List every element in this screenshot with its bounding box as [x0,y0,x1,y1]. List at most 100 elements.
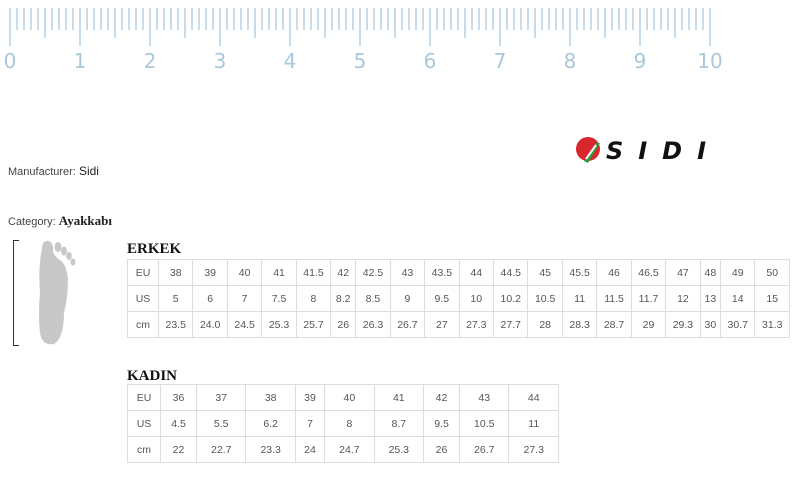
size-cell: 39 [294,384,326,411]
size-cell: 42 [423,384,461,411]
size-cell: 42.5 [355,259,391,286]
category-label: Category: [8,216,56,228]
size-cell: 43.5 [424,259,460,286]
table-row: US 5 6 7 7.5 8 8.2 8.5 9 9.5 10 10.2 10.5 11 11.5 11.7 1… [127,285,790,312]
size-cell: 4.5 [160,410,197,437]
size-cell: 5.5 [195,410,247,437]
size-cell: 13 [699,285,722,312]
size-cell: 24.0 [192,311,228,338]
size-cell: 27 [424,311,460,338]
size-cell: 10 [458,285,495,312]
size-cell: 50 [754,259,790,286]
size-cell: 38 [245,384,296,411]
size-cell: 9 [389,285,426,312]
size-cell: 26.7 [459,436,510,463]
size-cell: 11.5 [596,285,632,312]
category-value: Ayakkabı [58,213,112,228]
size-cell: 7.5 [261,285,297,312]
size-cell: 46.5 [630,259,667,286]
row-header: US [127,285,159,312]
size-cell: 31.3 [754,311,790,338]
size-cell: 26 [330,311,357,338]
size-cell: 24 [294,436,326,463]
size-cell: 28.7 [596,311,632,338]
size-cell: 40 [324,384,375,411]
ruler-label: 9 [634,49,647,73]
size-cell: 44 [458,259,495,286]
size-cell: 43 [389,259,426,286]
size-cell: 8.2 [330,285,357,312]
size-cell: 23.3 [245,436,296,463]
size-cell: 25.7 [295,311,332,338]
size-cell: 25.3 [373,436,425,463]
table-row: US 4.5 5.5 6.2 7 8 8.7 9.5 10.5 11 [127,410,559,437]
table-row: EU 38 39 40 41 41.5 42 42.5 43 43.5 44 44.5 45 45.5 46… [127,259,790,286]
size-cell: 9.5 [423,410,461,437]
size-cell: 39 [192,259,228,286]
table-row: EU 36 37 38 39 40 41 42 43 44 [127,384,559,411]
size-cell: 6 [192,285,228,312]
size-cell: 49 [720,259,756,286]
row-header: EU [127,259,159,286]
size-cell: 26 [423,436,461,463]
ruler-label: 3 [214,49,227,73]
size-cell: 26.7 [389,311,426,338]
size-cell: 7 [226,285,263,312]
size-cell: 37 [195,384,247,411]
size-cell: 8.5 [355,285,391,312]
svg-text:SIDI: SIDI [606,137,706,165]
manufacturer-line: Manufacturer: Sidi [8,164,99,178]
men-title: ERKEK [127,241,182,257]
ruler-label: 10 [697,49,722,73]
size-cell: 43 [459,384,510,411]
size-cell: 48 [699,259,722,286]
category-line: Category: Ayakkabı [8,213,112,229]
ruler-label: 2 [144,49,157,73]
size-cell: 11 [561,285,598,312]
row-header: US [127,410,161,437]
foot-icon [39,240,76,345]
size-cell: 45 [527,259,563,286]
length-bracket [13,240,19,346]
women-title: KADIN [127,368,178,384]
ruler-label: 5 [354,49,367,73]
size-cell: 41.5 [295,259,332,286]
ruler-label: 1 [74,49,87,73]
size-cell: 10.5 [459,410,510,437]
size-cell: 40 [226,259,263,286]
ruler: 0 1 2 3 4 5 6 7 8 9 10 [4,8,723,73]
size-cell: 28 [527,311,563,338]
men-size-table: EU 38 39 40 41 41.5 42 42.5 43 43.5 44 44.5 45 45.5 46… [127,259,790,338]
size-cell: 7 [294,410,326,437]
size-cell: 8 [324,410,375,437]
size-cell: 36 [160,384,197,411]
size-cell: 29 [630,311,667,338]
size-cell: 29.3 [665,311,701,338]
size-cell: 8.7 [373,410,425,437]
sidi-logo: SIDI [576,137,706,165]
size-cell: 44 [508,384,559,411]
manufacturer-label: Manufacturer: [8,166,76,178]
women-size-table: EU 36 37 38 39 40 41 42 43 44 US 4.5 5.5 6.2 7 8 8.7 9.5 1… [127,384,559,463]
size-cell: 42 [330,259,357,286]
ruler-label: 8 [564,49,577,73]
manufacturer-value: Sidi [78,164,99,178]
size-cell: 45.5 [561,259,598,286]
table-row: cm 22 22.7 23.3 24 24.7 25.3 26 26.7 27.3 [127,436,559,463]
size-cell: 24.7 [324,436,375,463]
ruler-label: 6 [424,49,437,73]
size-cell: 11 [508,410,559,437]
size-cell: 41 [373,384,425,411]
ruler-label: 0 [4,49,17,73]
size-cell: 38 [157,259,194,286]
row-header: EU [127,384,161,411]
size-cell: 44.5 [493,259,529,286]
size-cell: 27.3 [458,311,495,338]
size-cell: 26.3 [355,311,391,338]
size-cell: 23.5 [157,311,194,338]
table-row: cm 23.5 24.0 24.5 25.3 25.7 26 26.3 26.7 27 27.3 27… [127,311,790,338]
size-cell: 22.7 [195,436,247,463]
size-cell: 9.5 [424,285,460,312]
size-cell: 41 [261,259,297,286]
size-cell: 14 [720,285,756,312]
